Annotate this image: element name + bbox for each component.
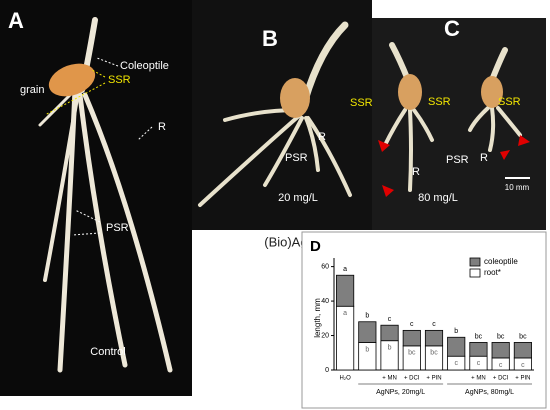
- legend-label: root*: [484, 268, 501, 277]
- label: Coleoptile: [120, 60, 169, 72]
- significance-letter: bc: [519, 333, 527, 340]
- bar-segment: [358, 321, 377, 343]
- label: SSR: [108, 74, 131, 86]
- significance-letter: b: [454, 328, 458, 335]
- significance-letter: b: [365, 313, 369, 320]
- bar-segment: [513, 342, 532, 359]
- bar-segment: [336, 274, 355, 307]
- bar-segment: [424, 329, 444, 347]
- significance-letter: c: [410, 321, 414, 328]
- significance-letter: c: [388, 316, 392, 323]
- x-tick-label: + MN: [382, 376, 397, 382]
- arrows-ssr-a: [44, 69, 106, 116]
- markers: [378, 135, 530, 197]
- bar-segment: [447, 336, 466, 357]
- y-axis-label: length, mm: [313, 298, 322, 338]
- bar-segment: [402, 329, 421, 347]
- panel-letter: D: [310, 238, 321, 255]
- grain-c2: [481, 76, 503, 108]
- significance-letter: bc: [497, 333, 505, 340]
- significance-letter: c: [499, 362, 503, 369]
- label: R: [318, 131, 326, 143]
- legend-swatch: [469, 257, 481, 267]
- y-tick-label: 20: [321, 332, 329, 339]
- x-tick-label: + DCI: [404, 376, 420, 382]
- label: R: [480, 152, 488, 164]
- bar-segment: [380, 324, 399, 342]
- significance-letter: c: [477, 360, 481, 367]
- photo-c: [372, 18, 546, 230]
- y-tick-label: 60: [321, 263, 329, 270]
- grain-b: [280, 78, 310, 118]
- significance-letter: bc: [475, 333, 483, 340]
- significance-letter: b: [388, 345, 392, 352]
- label: PSR: [106, 222, 129, 234]
- significance-letter: c: [521, 362, 525, 369]
- label: SSR: [428, 96, 451, 108]
- label: SSR: [498, 96, 521, 108]
- panel-letter: A: [8, 8, 24, 33]
- legend-label: coleoptile: [484, 257, 518, 266]
- label: grain: [20, 84, 44, 96]
- significance-letter: bc: [408, 350, 416, 357]
- photo-b: [192, 0, 372, 230]
- label: SSR: [350, 97, 373, 109]
- x-tick-label: + DCI: [493, 376, 509, 382]
- bar-segment: [491, 342, 510, 359]
- grain-a: [48, 63, 96, 97]
- x-tick-label: + PIN: [515, 376, 530, 382]
- x-tick-label: + PIN: [426, 376, 441, 382]
- label: R: [412, 166, 420, 178]
- significance-letter: bc: [430, 350, 438, 357]
- panel-letter: B: [262, 26, 278, 51]
- scale-label: 10 mm: [505, 183, 530, 192]
- roots-a: [38, 17, 173, 373]
- label: R: [158, 121, 166, 133]
- significance-letter: c: [454, 360, 458, 367]
- caption: 80 mg/L: [418, 192, 458, 204]
- significance-letter: b: [365, 346, 369, 353]
- bar-segment: [469, 342, 488, 357]
- x-tick-label: H₂O: [339, 376, 351, 382]
- y-tick-label: 0: [325, 367, 329, 374]
- roots-c: [383, 42, 522, 192]
- group-label: AgNPs, 80mg/L: [465, 389, 514, 396]
- label: PSR: [446, 154, 469, 166]
- y-tick-label: 40: [321, 298, 329, 305]
- caption: Control: [90, 346, 125, 358]
- arrows-a: [71, 57, 153, 236]
- significance-letter: a: [343, 310, 347, 317]
- panel-letter: C: [444, 16, 460, 41]
- group-label: AgNPs, 20mg/L: [376, 389, 425, 396]
- significance-letter: a: [343, 266, 347, 273]
- caption: 20 mg/L: [278, 192, 318, 204]
- legend-swatch: [469, 268, 481, 278]
- label: PSR: [285, 152, 308, 164]
- x-tick-label: + MN: [471, 376, 486, 382]
- significance-letter: c: [432, 321, 436, 328]
- grain-c1: [398, 74, 422, 110]
